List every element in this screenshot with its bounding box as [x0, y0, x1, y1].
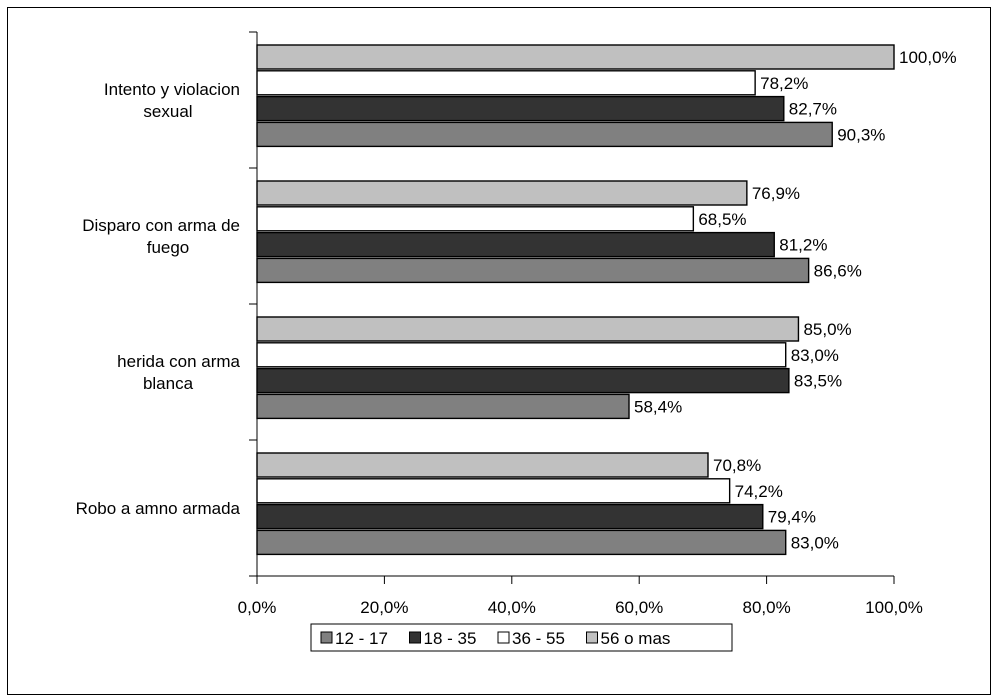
bar-18-35-0	[256, 95, 785, 122]
data-label: 83,0%	[791, 533, 839, 552]
category-label: blanca	[143, 374, 194, 393]
category-label: Intento y violacion	[104, 80, 240, 99]
bar-56omas-2	[256, 316, 800, 342]
legend-entry: 36 - 55	[512, 629, 565, 648]
x-tick-label: 0,0%	[238, 598, 277, 617]
bar-36-55-3	[256, 478, 731, 504]
legend-swatch	[497, 631, 510, 644]
bar-18-35-3	[256, 503, 764, 530]
legend-entry: 12 - 17	[335, 629, 388, 648]
data-label: 79,4%	[768, 508, 816, 527]
x-tick-label: 20,0%	[360, 598, 408, 617]
data-label: 82,7%	[789, 100, 837, 119]
data-label: 81,2%	[779, 236, 827, 255]
category-label: herida con arma	[117, 352, 240, 371]
legend-entry: 18 - 35	[424, 629, 477, 648]
x-tick-label: 100,0%	[865, 598, 923, 617]
bar-36-55-2	[256, 342, 787, 368]
bar-12-17-1	[256, 257, 810, 284]
bar-56omas-1	[256, 180, 748, 206]
data-label: 78,2%	[760, 74, 808, 93]
bar-56omas-3	[256, 452, 709, 478]
category-label: Disparo con arma de	[82, 216, 240, 235]
bar-18-35-2	[256, 367, 790, 394]
bar-36-55-0	[256, 70, 756, 96]
data-label: 86,6%	[814, 261, 862, 280]
data-label: 83,5%	[794, 372, 842, 391]
x-tick-label: 40,0%	[488, 598, 536, 617]
data-label: 90,3%	[837, 125, 885, 144]
legend-box	[310, 623, 733, 652]
bar-12-17-2	[256, 393, 630, 420]
bar-12-17-3	[256, 529, 787, 556]
x-tick-label: 60,0%	[615, 598, 663, 617]
data-label: 100,0%	[899, 48, 957, 67]
bar-12-17-0	[256, 121, 833, 148]
category-label: Robo a amno armada	[76, 499, 241, 518]
data-label: 58,4%	[634, 397, 682, 416]
data-label: 70,8%	[713, 456, 761, 475]
bar-56omas-0	[256, 44, 895, 70]
legend-swatch	[409, 631, 421, 644]
legend-swatch	[320, 631, 333, 644]
data-label: 74,2%	[735, 482, 783, 501]
legend-entry: 56 o mas	[601, 629, 671, 648]
data-label: 85,0%	[803, 320, 851, 339]
data-label: 76,9%	[752, 184, 800, 203]
category-label: fuego	[147, 238, 190, 257]
data-label: 83,0%	[791, 346, 839, 365]
legend-swatch	[586, 631, 598, 644]
x-tick-label: 80,0%	[742, 598, 790, 617]
data-label: 68,5%	[698, 210, 746, 229]
bar-36-55-1	[256, 206, 695, 232]
category-label: sexual	[143, 102, 192, 121]
bar-18-35-1	[256, 231, 775, 258]
